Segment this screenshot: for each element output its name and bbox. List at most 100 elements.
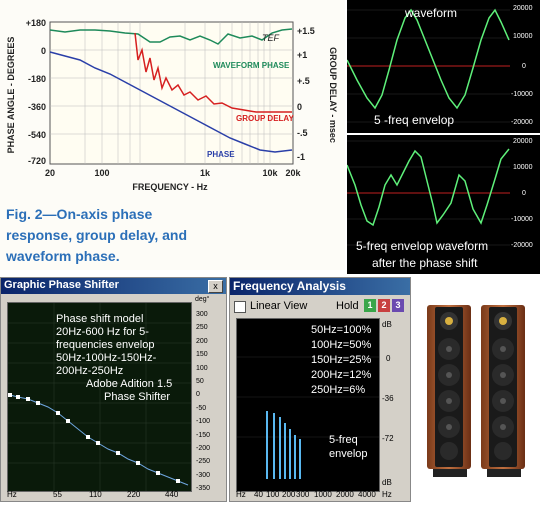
envelop-line-2: envelop bbox=[329, 448, 368, 460]
caption-line-2: response, group delay, and bbox=[6, 227, 187, 243]
note-line-7: Phase Shifter bbox=[104, 391, 171, 403]
linear-view-checkbox[interactable] bbox=[234, 301, 246, 313]
left-tick-4: -540 bbox=[28, 130, 46, 140]
x-tick: 300 bbox=[296, 490, 310, 499]
scope1-tick-2: 0 bbox=[522, 63, 526, 70]
linear-view-label: Linear View bbox=[250, 300, 308, 312]
x-tick: 440 bbox=[165, 490, 179, 499]
scope1-tick-3: -10000 bbox=[511, 91, 533, 98]
shifted-waveform-trace bbox=[346, 148, 510, 227]
shifted-scope-svg: 20000 10000 0 -10000 -20000 bbox=[346, 135, 533, 274]
x-tick: 110 bbox=[89, 490, 102, 499]
frequency-analysis-title: Frequency Analysis bbox=[233, 279, 346, 293]
waveform-scope-svg: 20000 10000 0 -10000 -20000 bbox=[346, 0, 533, 133]
note-line-1: Phase shift model bbox=[56, 313, 144, 325]
y-tick: 50 bbox=[196, 378, 204, 386]
note-line-6: Adobe Adition 1.5 bbox=[86, 378, 173, 390]
x-tick-4: 20k bbox=[285, 168, 301, 178]
scope2-tick-1: 10000 bbox=[513, 164, 533, 171]
phase-shifter-titlebar[interactable]: Graphic Phase Shifter x bbox=[1, 278, 226, 294]
right-tick-3: 0 bbox=[297, 102, 302, 112]
hold-label: Hold bbox=[336, 300, 359, 312]
phase-shift-handles[interactable] bbox=[8, 393, 180, 483]
note-line-3: frequencies envelop bbox=[56, 339, 155, 351]
group-delay-label: GROUP DELAY bbox=[236, 114, 294, 123]
x-tick: 55 bbox=[53, 490, 62, 499]
right-tick-2: +.5 bbox=[297, 76, 310, 86]
hold-button-3[interactable]: 3 bbox=[392, 299, 404, 312]
x-axis-label: FREQUENCY - Hz bbox=[132, 182, 208, 192]
hold-button-2[interactable]: 2 bbox=[378, 299, 390, 312]
x-tick: 1000 bbox=[314, 490, 332, 499]
x-tick: 220 bbox=[127, 490, 141, 499]
scope1-tick-1: 10000 bbox=[513, 33, 533, 40]
spectrum-x-axis: Hz 40 100 200 300 1000 2000 4000 Hz bbox=[236, 490, 406, 501]
x-tick-0: 20 bbox=[45, 168, 55, 178]
x-tick-1: 100 bbox=[94, 168, 109, 178]
note-line-2: 20Hz-600 Hz for 5- bbox=[56, 326, 149, 338]
phase-curve bbox=[49, 51, 293, 153]
y-tick: -250 bbox=[196, 458, 211, 466]
scope1-tick-0: 20000 bbox=[513, 5, 533, 12]
left-tick-5: -720 bbox=[28, 156, 46, 166]
group-delay-curve bbox=[134, 32, 292, 113]
note-line-4: 50Hz-100Hz-150Hz- bbox=[56, 352, 157, 364]
phase-x-axis: Hz 55 110 220 440 bbox=[7, 490, 190, 501]
right-tick-0: +1.5 bbox=[297, 26, 315, 36]
left-tick-3: -360 bbox=[28, 102, 46, 112]
frequency-analysis-titlebar[interactable]: Frequency Analysis bbox=[230, 278, 410, 295]
frequency-analysis-window: Frequency Analysis Linear View Hold 1 2 … bbox=[229, 277, 411, 502]
x-tick-3: 10k bbox=[262, 168, 278, 178]
tef-label: TEF bbox=[262, 33, 280, 43]
y-tick: 300 bbox=[196, 311, 208, 318]
spectrum-bars bbox=[266, 411, 301, 479]
deg-unit: deg° bbox=[195, 296, 210, 303]
scope2-tick-4: -20000 bbox=[511, 242, 533, 249]
spectrum-plot: 50Hz=100% 100Hz=50% 150Hz=25% 200Hz=12% … bbox=[236, 318, 380, 492]
right-tick-5: -1 bbox=[297, 152, 305, 162]
harmonic-levels: 50Hz=100% 100Hz=50% 150Hz=25% 200Hz=12% … bbox=[311, 323, 371, 398]
phase-shifter-plot[interactable]: Phase shift model 20Hz-600 Hz for 5- fre… bbox=[7, 302, 192, 492]
shifted-label-line-2: after the phase shift bbox=[372, 256, 478, 270]
level-250hz: 250Hz=6% bbox=[311, 384, 366, 396]
x-tick: 40 bbox=[254, 490, 263, 499]
shifted-label-line-1: 5-freq envelop waveform bbox=[356, 239, 489, 253]
hold-button-1[interactable]: 1 bbox=[364, 299, 376, 312]
speaker-photo bbox=[413, 277, 540, 502]
level-150hz: 150Hz=25% bbox=[311, 354, 372, 366]
waveform-trace bbox=[346, 8, 510, 110]
right-speaker bbox=[481, 305, 525, 477]
phase-y-axis: 300 250 200 150 100 50 0 -50 -100 -150 -… bbox=[196, 308, 210, 496]
close-button[interactable]: x bbox=[208, 280, 223, 293]
caption-line-1: Fig. 2—On-axis phase bbox=[6, 206, 152, 222]
x-tick: 100 bbox=[266, 490, 280, 499]
shifted-waveform-scope: 20000 10000 0 -10000 -20000 5-freq envel… bbox=[346, 135, 540, 274]
phase-response-figure: +180 0 -180 -360 -540 -720 +1.5 +1 +.5 0… bbox=[0, 0, 345, 270]
chart-grid bbox=[50, 22, 293, 164]
db-tick: dB bbox=[382, 478, 392, 487]
phase-shifter-title: Graphic Phase Shifter bbox=[4, 279, 119, 291]
phase-shifter-svg bbox=[8, 303, 191, 491]
x-tick: Hz bbox=[7, 490, 17, 499]
y-tick: 0 bbox=[196, 391, 200, 399]
level-200hz: 200Hz=12% bbox=[311, 369, 372, 381]
y-tick: -100 bbox=[196, 418, 211, 426]
x-tick-2: 1k bbox=[200, 168, 211, 178]
y-tick: -50 bbox=[196, 404, 207, 412]
db-tick: -36 bbox=[382, 394, 394, 403]
db-tick: -72 bbox=[382, 434, 394, 443]
phase-chart-svg: +180 0 -180 -360 -540 -720 +1.5 +1 +.5 0… bbox=[5, 18, 338, 264]
y-tick: 200 bbox=[196, 337, 208, 345]
waveform-subtitle: 5 -freq envelop bbox=[374, 113, 455, 127]
note-line-5: 200Hz-250Hz bbox=[56, 365, 124, 377]
level-50hz: 50Hz=100% bbox=[311, 324, 372, 336]
phase-shift-note: Phase shift model 20Hz-600 Hz for 5- fre… bbox=[56, 313, 172, 404]
envelop-line-1: 5-freq bbox=[329, 434, 358, 446]
y-tick: -200 bbox=[196, 445, 211, 453]
phase-shift-curve bbox=[9, 394, 189, 486]
left-tick-2: -180 bbox=[28, 74, 46, 84]
y-tick: 150 bbox=[196, 351, 208, 359]
envelop-note: 5-freq envelop bbox=[329, 433, 368, 461]
phase-label: PHASE bbox=[207, 150, 235, 159]
left-speaker bbox=[427, 305, 471, 477]
